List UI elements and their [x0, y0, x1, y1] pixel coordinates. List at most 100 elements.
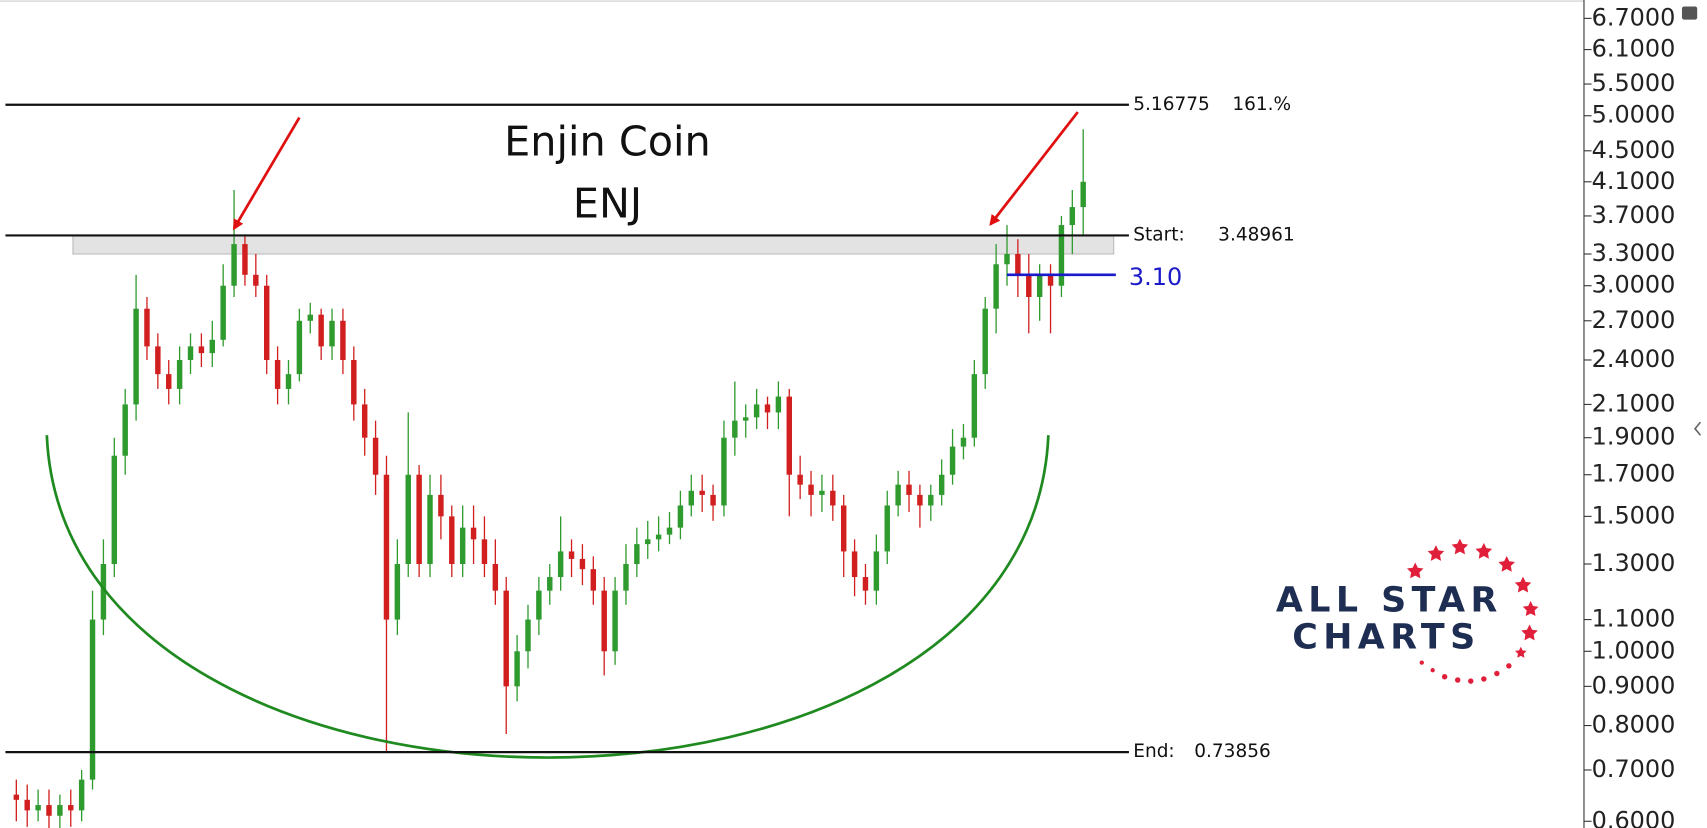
y-tick-label: 5.5000 [1592, 69, 1676, 97]
candle-body [340, 320, 346, 360]
y-tick-label: 1.0000 [1592, 636, 1676, 664]
candle-body [220, 285, 226, 340]
level-text: 161.% [1232, 94, 1291, 115]
candle-body [427, 494, 433, 564]
y-tick-label: 2.1000 [1592, 389, 1676, 417]
candle-body [459, 527, 466, 564]
candle-body [590, 569, 597, 591]
candle-body [133, 308, 139, 405]
candle-body [176, 359, 183, 389]
candle-body [873, 551, 880, 591]
candle-body [840, 505, 847, 552]
level-name: Start: [1133, 224, 1184, 245]
chart-subtitle: ENJ [573, 180, 642, 228]
logo-text: CHARTS [1292, 618, 1480, 658]
candle-body [405, 474, 411, 564]
candle-body [612, 590, 618, 652]
candle-body [166, 374, 172, 389]
logo-text: ALL STAR [1276, 581, 1503, 621]
candle-body [242, 244, 248, 275]
candle-body [514, 651, 520, 687]
candle-body [666, 527, 673, 535]
plot-area [13, 129, 1115, 828]
candle-body [797, 474, 803, 485]
candle-body [253, 274, 259, 286]
candle-body [547, 577, 553, 591]
candle-body [263, 285, 270, 360]
y-tick-label: 0.7000 [1592, 755, 1676, 783]
candle-body [111, 455, 118, 564]
candle-body [122, 404, 128, 456]
candle-body [144, 308, 150, 347]
candle-body [971, 374, 978, 438]
candle-body [35, 805, 41, 811]
candle-body [1004, 254, 1010, 265]
level-value: 5.16775 [1133, 94, 1210, 115]
candle-body [372, 437, 379, 475]
resistance-zone [72, 234, 1115, 255]
y-tick-label: 0.8000 [1592, 711, 1676, 739]
level-value: 3.48961 [1218, 224, 1295, 245]
y-tick-label: 6.7000 [1592, 3, 1676, 31]
candle-body [579, 558, 586, 570]
candle-body [481, 539, 488, 564]
candle-body [895, 484, 901, 506]
candle-body [830, 490, 836, 506]
candle-body [1058, 225, 1065, 286]
arrow [989, 111, 1079, 226]
candle-body [307, 314, 313, 321]
candle-body [503, 590, 509, 687]
candle-body [329, 320, 335, 347]
y-tick-label: 1.5000 [1592, 501, 1676, 529]
candle-body [906, 484, 912, 495]
candle-body [601, 590, 607, 652]
y-tick-label: 5.0000 [1592, 101, 1676, 129]
candle-body [416, 474, 422, 564]
candle-body [155, 346, 161, 375]
candle-body [438, 494, 444, 517]
y-tick-label: 3.7000 [1592, 201, 1676, 229]
candle-body [884, 505, 890, 552]
candle-body [982, 308, 988, 375]
candle-body [960, 437, 967, 447]
candle-body [13, 794, 20, 800]
candle-body [743, 417, 749, 421]
lock-icon[interactable] [1681, 6, 1698, 20]
y-tick-label: 1.1000 [1592, 605, 1676, 633]
candle-body [1069, 207, 1076, 226]
candle-body [1026, 274, 1032, 298]
candle-body [677, 505, 684, 528]
level-name: End: [1133, 741, 1174, 762]
candle-body [819, 490, 825, 495]
candle-body [655, 534, 662, 540]
y-tick-label: 4.1000 [1592, 167, 1676, 195]
collapse-arrow[interactable] [1693, 421, 1702, 436]
candle-body [296, 320, 303, 375]
candle-body [710, 494, 716, 506]
candle-body [1047, 274, 1054, 286]
candle-body [78, 779, 85, 811]
level-value: 0.73856 [1194, 741, 1271, 762]
candle-body [318, 314, 324, 347]
candle-body [57, 805, 63, 816]
candle-body [1080, 181, 1086, 208]
y-tick-label: 4.5000 [1592, 136, 1676, 164]
candle-body [645, 539, 651, 545]
candle-body [187, 346, 194, 360]
candle-body [699, 490, 705, 495]
candle-body [492, 563, 499, 591]
candle-body [917, 494, 923, 506]
candle-body [536, 590, 542, 620]
candle-body [209, 339, 216, 354]
candle-body [231, 244, 237, 286]
candle-body [568, 551, 575, 559]
candle-body [753, 404, 760, 418]
y-tick-label: 2.7000 [1592, 306, 1676, 334]
candle-body [557, 551, 564, 578]
candle-body [786, 396, 792, 475]
candle-body [470, 527, 477, 540]
candle-body [383, 474, 390, 620]
candle-body [938, 474, 945, 495]
